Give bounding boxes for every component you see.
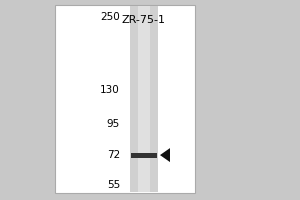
Bar	[131, 153, 157, 158]
Text: ZR-75-1: ZR-75-1	[122, 15, 166, 25]
Text: 72: 72	[107, 150, 120, 160]
Bar	[138, 6, 150, 192]
Text: 55: 55	[107, 180, 120, 190]
Text: 250: 250	[100, 12, 120, 22]
Bar	[130, 6, 158, 192]
Polygon shape	[160, 148, 170, 162]
Text: 130: 130	[100, 85, 120, 95]
Text: 95: 95	[107, 119, 120, 129]
Bar	[55, 5, 195, 193]
